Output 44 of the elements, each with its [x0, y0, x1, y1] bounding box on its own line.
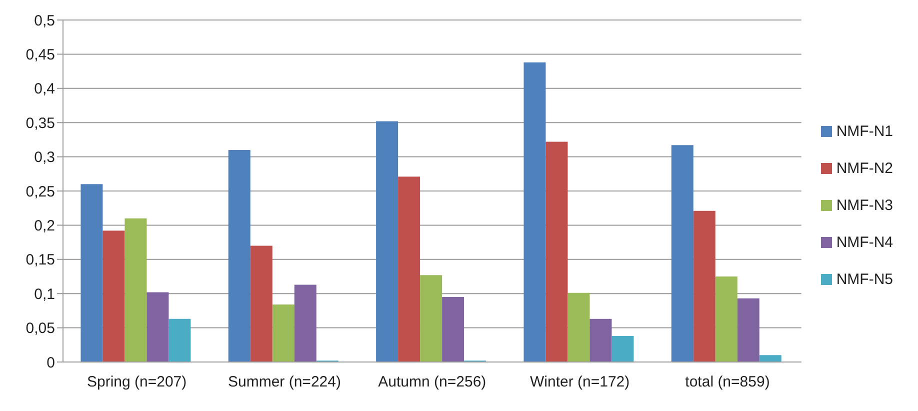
- bar: [759, 355, 782, 362]
- x-tick-label: Summer (n=224): [228, 374, 341, 391]
- x-tick-label: total (n=859): [685, 374, 770, 391]
- x-tick-label: Spring (n=207): [87, 374, 187, 391]
- y-tick-label: 0,45: [26, 46, 55, 64]
- bar: [228, 150, 250, 362]
- bar: [146, 292, 169, 362]
- y-tick-label: 0,4: [34, 80, 55, 98]
- y-tick-label: 0,1: [34, 286, 55, 303]
- y-tick-label: 0,25: [26, 183, 55, 200]
- legend-label: NMF-N3: [836, 197, 893, 214]
- bar: [294, 284, 316, 362]
- bar: [568, 292, 590, 362]
- bar: [168, 318, 191, 362]
- y-tick-label: 0,5: [34, 12, 55, 30]
- bar: [398, 176, 420, 362]
- legend-label: NMF-N2: [836, 160, 893, 177]
- legend-label: NMF-N4: [836, 234, 893, 251]
- y-tick-label: 0,2: [34, 218, 55, 235]
- bar: [546, 142, 568, 362]
- bar: [124, 218, 147, 362]
- bar: [693, 210, 716, 362]
- bar: [102, 230, 125, 362]
- bar: [80, 184, 103, 362]
- bar: [737, 298, 760, 362]
- bar: [442, 297, 464, 362]
- y-tick-label: 0: [46, 354, 55, 372]
- bar: [524, 62, 546, 362]
- bar: [272, 304, 294, 362]
- bar: [612, 336, 634, 362]
- y-tick-label: 0,3: [34, 149, 55, 166]
- bar: [420, 275, 442, 362]
- legend-label: NMF-N5: [836, 271, 893, 288]
- bar: [590, 318, 612, 362]
- bar: [671, 145, 694, 362]
- bar: [250, 246, 272, 362]
- x-tick-label: Winter (n=172): [530, 374, 630, 391]
- bar: [376, 121, 398, 362]
- y-tick-label: 0,15: [26, 252, 55, 269]
- x-tick-label: Autumn (n=256): [378, 374, 486, 391]
- bar: [715, 276, 738, 362]
- y-tick-label: 0,05: [26, 320, 55, 338]
- y-tick-label: 0,35: [26, 114, 55, 132]
- legend-label: NMF-N1: [836, 123, 893, 140]
